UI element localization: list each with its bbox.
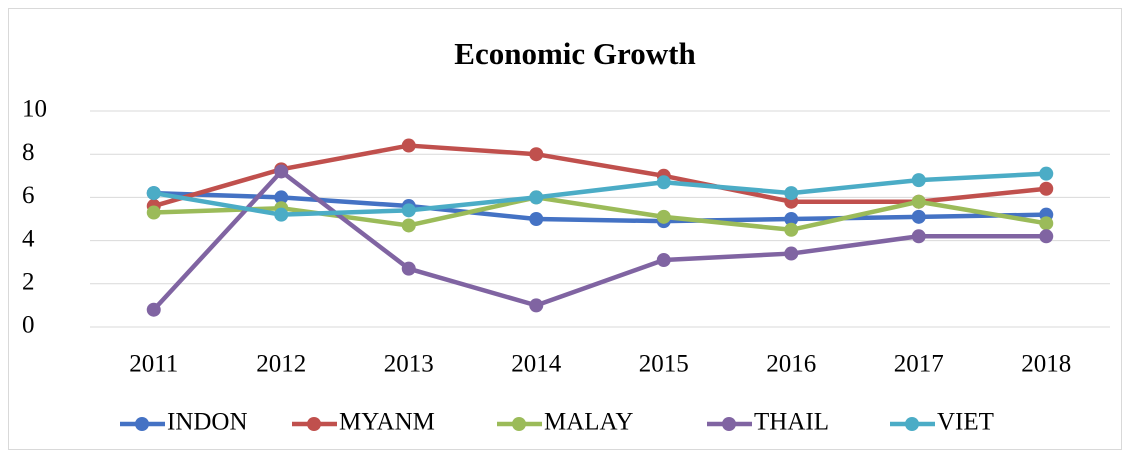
- y-tick-label: 4: [22, 225, 35, 252]
- data-point: [529, 212, 544, 226]
- y-tick-label: 8: [22, 139, 35, 166]
- series-line: [153, 190, 1047, 224]
- data-point: [911, 194, 926, 209]
- data-point: [146, 302, 161, 317]
- data-point: [274, 207, 289, 222]
- x-tick-label: 2011: [129, 351, 178, 378]
- data-point: [401, 261, 416, 276]
- legend-label: THAIL: [754, 409, 829, 436]
- data-point: [529, 147, 544, 162]
- x-tick-label: 2014: [511, 351, 562, 378]
- series-line: [153, 143, 1047, 209]
- x-tick-label: 2012: [256, 351, 306, 378]
- y-tick-label: 6: [22, 182, 35, 209]
- data-point: [146, 205, 161, 220]
- chart-border: [8, 8, 1122, 450]
- data-point: [911, 229, 926, 244]
- data-point: [784, 246, 799, 261]
- data-point: [784, 212, 799, 226]
- data-point: [784, 186, 799, 201]
- x-tick-label: 2013: [384, 351, 434, 378]
- legend-marker: [905, 417, 919, 431]
- data-point: [529, 190, 544, 205]
- data-point: [146, 186, 161, 201]
- data-point: [274, 190, 289, 205]
- data-point: [911, 209, 926, 224]
- legend-marker: [135, 417, 149, 431]
- data-point: [656, 209, 671, 224]
- data-point: [656, 253, 671, 268]
- legend-marker: [722, 417, 736, 431]
- chart-title: Economic Growth: [454, 36, 695, 71]
- data-point: [274, 164, 289, 179]
- series-line: [153, 171, 1047, 217]
- data-point: [1039, 181, 1054, 196]
- legend-label: VIET: [937, 409, 994, 436]
- series-line: [152, 169, 1047, 312]
- y-tick-label: 2: [22, 269, 35, 296]
- x-tick-label: 2018: [1021, 351, 1071, 378]
- data-point: [1039, 166, 1054, 181]
- data-point: [401, 138, 416, 153]
- data-point: [656, 175, 671, 190]
- y-tick-label: 0: [22, 312, 35, 339]
- x-tick-label: 2016: [766, 351, 816, 378]
- x-tick-label: 2017: [894, 351, 944, 378]
- data-point: [784, 222, 799, 237]
- series-line: [153, 195, 1047, 233]
- legend-label: MALAY: [544, 409, 633, 436]
- legend-marker: [512, 417, 526, 431]
- data-point: [1039, 229, 1054, 244]
- data-point: [529, 298, 544, 313]
- legend-label: MYANM: [339, 409, 435, 436]
- data-point: [401, 218, 416, 233]
- x-tick-label: 2015: [639, 351, 689, 378]
- data-point: [1039, 216, 1054, 231]
- legend-marker: [307, 417, 321, 431]
- data-point: [401, 203, 416, 218]
- y-tick-label: 10: [22, 96, 47, 123]
- legend-label: INDON: [167, 409, 248, 436]
- data-point: [911, 173, 926, 188]
